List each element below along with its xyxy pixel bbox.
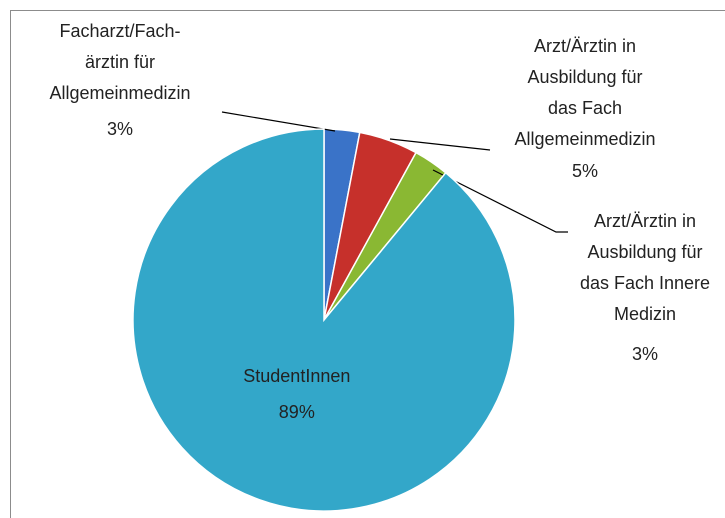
- value-label: 89%: [279, 402, 315, 422]
- category-label: Arzt/Ärztin in Ausbildung für das Fach Allg…: [514, 36, 655, 149]
- leader-line: [389, 138, 491, 151]
- leader-line: [221, 111, 336, 132]
- value-label: 3%: [632, 344, 658, 364]
- pie-slice: [132, 128, 516, 512]
- category-label: Facharzt/Fach-ärztin für Allgemeinmedizin: [49, 21, 190, 103]
- category-label: StudentInnen: [243, 366, 350, 386]
- category-label: Arzt/Ärztin in Ausbildung für das Fach Inn…: [580, 211, 710, 324]
- value-label: 3%: [107, 119, 133, 139]
- value-label: 5%: [572, 161, 598, 181]
- leader-line: [432, 169, 568, 233]
